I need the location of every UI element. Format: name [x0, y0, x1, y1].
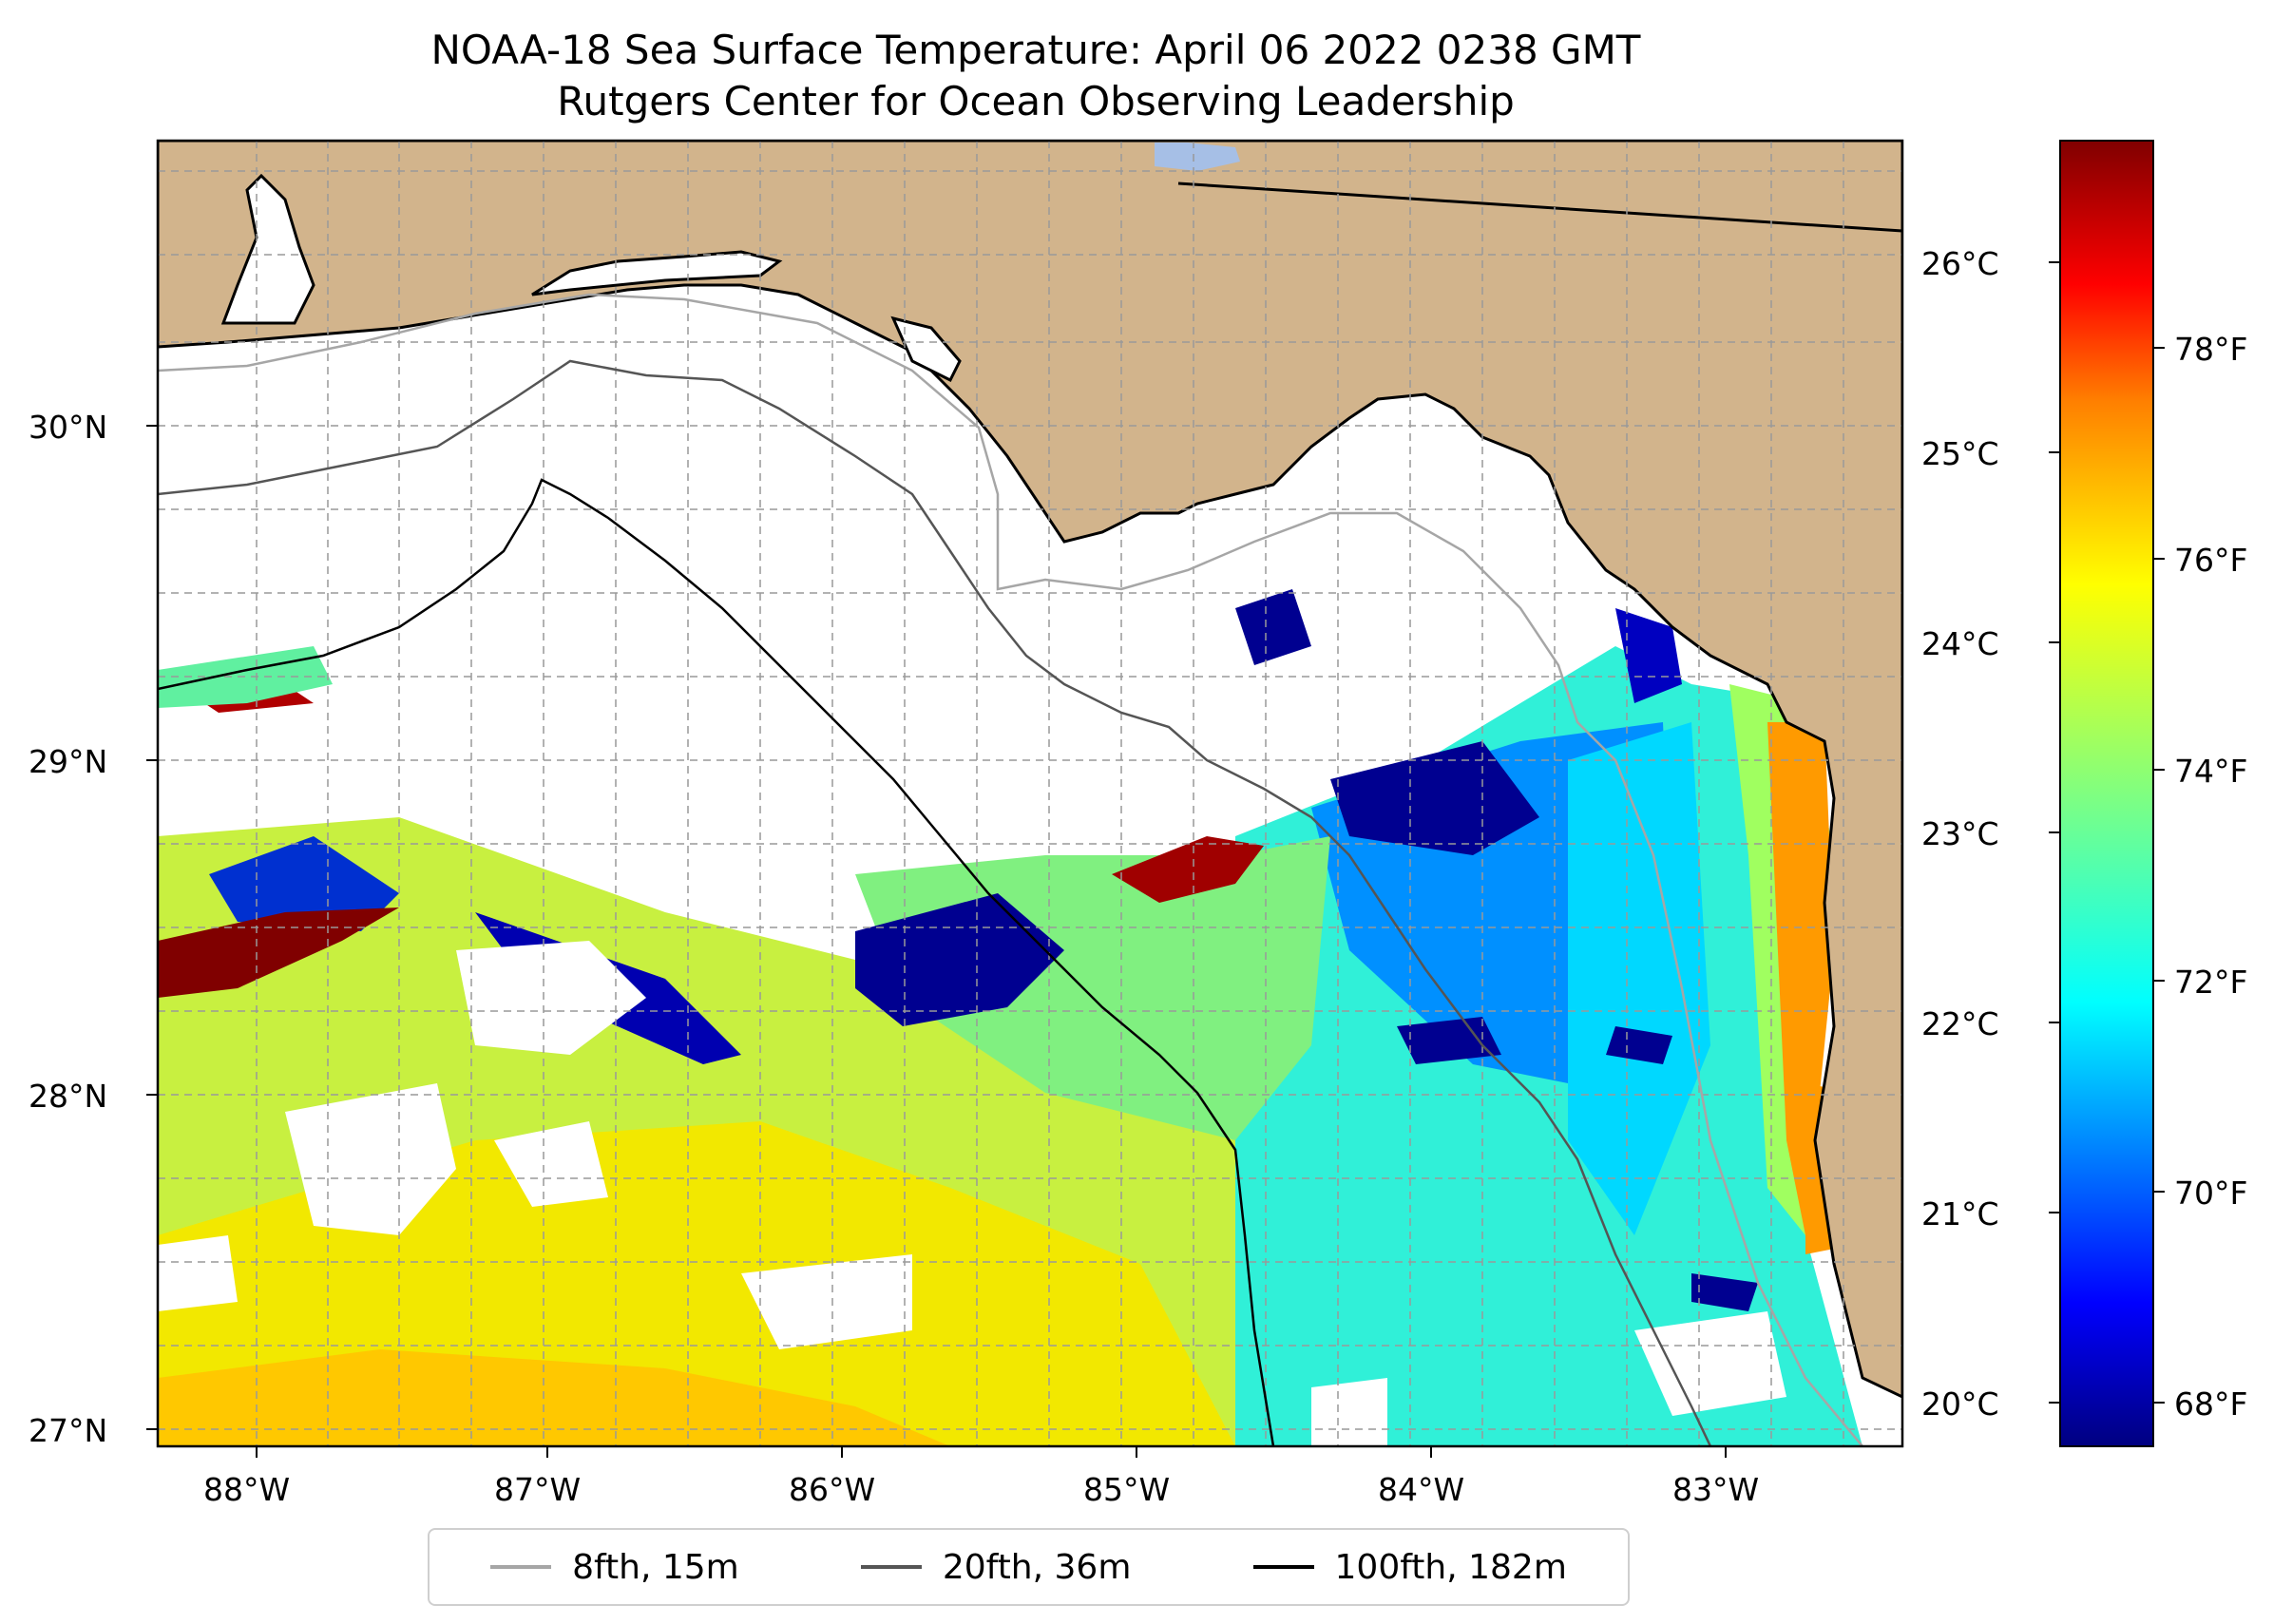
map-subtitle: Rutgers Center for Ocean Observing Leade…: [557, 78, 1515, 124]
colorbar-celsius-label: 25°C: [1921, 435, 1999, 472]
colorbar-celsius-label: 21°C: [1921, 1195, 1999, 1232]
lon-tick-label: 85°W: [1083, 1471, 1171, 1508]
lon-tick-label: 84°W: [1378, 1471, 1465, 1508]
isobath-15m: [158, 293, 1863, 1446]
legend-label: 8fth, 15m: [572, 1547, 739, 1587]
legend-item-15m: 8fth, 15m: [490, 1548, 739, 1587]
lat-tick-label: 29°N: [29, 743, 108, 780]
lat-tick-label: 28°N: [29, 1078, 108, 1115]
sst-data-layer: [158, 589, 1902, 1446]
map-title: NOAA-18 Sea Surface Temperature: April 0…: [430, 27, 1641, 73]
legend-label: 100fth, 182m: [1334, 1547, 1567, 1587]
legend-label: 20fth, 36m: [942, 1547, 1132, 1587]
colorbar-celsius-label: 23°C: [1921, 815, 1999, 852]
colorbar-ticks: [2049, 261, 2165, 1404]
axis-ticks: [146, 425, 1727, 1458]
lat-tick-label: 27°N: [29, 1412, 108, 1449]
colorbar-celsius-label: 20°C: [1921, 1385, 1999, 1423]
apalachicola-bay: [890, 315, 962, 383]
colorbar-fahrenheit-label: 76°F: [2174, 542, 2248, 579]
colorbar-fahrenheit-label: 68°F: [2174, 1385, 2248, 1423]
coastal-bay: [531, 250, 783, 296]
colorbar-fahrenheit-label: 78°F: [2174, 331, 2248, 368]
colorbar: [2059, 140, 2154, 1447]
colorbar-fahrenheit-label: 70°F: [2174, 1175, 2248, 1212]
isobath-legend: 8fth, 15m 20fth, 36m 100fth, 182m: [428, 1528, 1630, 1606]
legend-swatch: [860, 1565, 922, 1569]
colorbar-fahrenheit-label: 74°F: [2174, 753, 2248, 790]
isobath-36m: [158, 359, 1712, 1446]
map-frame: [156, 139, 1904, 1448]
gridlines: [158, 141, 1902, 1446]
legend-item-36m: 20fth, 36m: [860, 1547, 1132, 1587]
lat-tick-label: 30°N: [29, 409, 108, 446]
lon-tick-label: 88°W: [203, 1471, 291, 1508]
state-boundary: [1177, 182, 1902, 233]
isobath-182m: [158, 478, 1275, 1446]
mobile-bay: [220, 173, 315, 325]
lon-tick-label: 83°W: [1672, 1471, 1760, 1508]
lake: [1155, 143, 1240, 171]
lon-tick-label: 86°W: [789, 1471, 876, 1508]
colorbar-celsius-label: 24°C: [1921, 625, 1999, 662]
colorbar-celsius-label: 22°C: [1921, 1005, 1999, 1042]
colorbar-fahrenheit-label: 72°F: [2174, 964, 2248, 1001]
lon-tick-label: 87°W: [494, 1471, 582, 1508]
colorbar-celsius-label: 26°C: [1921, 245, 1999, 282]
legend-item-182m: 100fth, 182m: [1252, 1547, 1567, 1587]
legend-swatch: [1252, 1565, 1314, 1569]
legend-swatch: [490, 1565, 552, 1569]
